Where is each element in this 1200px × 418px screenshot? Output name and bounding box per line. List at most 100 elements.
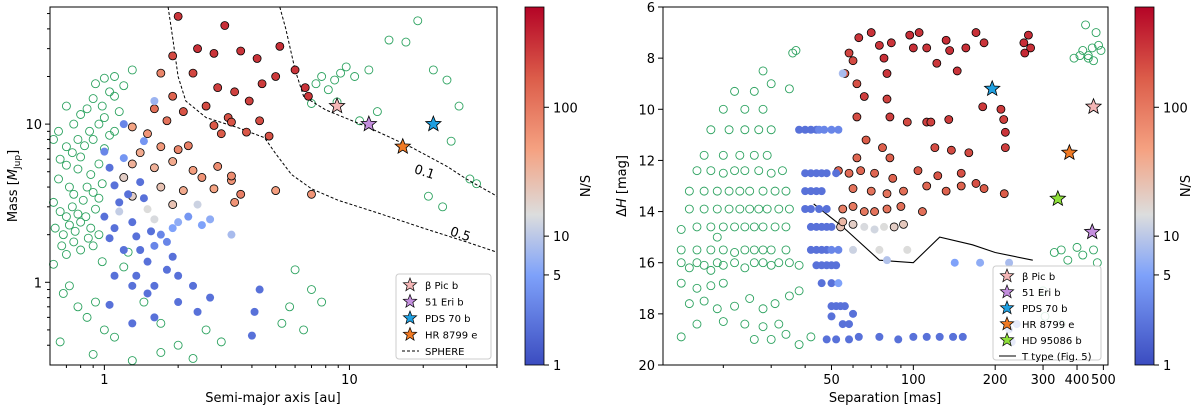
nondetection-point xyxy=(85,126,94,136)
detection-point xyxy=(914,28,924,37)
colorbar-tick-label: 1 xyxy=(1163,359,1171,374)
detection-point xyxy=(127,122,137,132)
nondetection-point xyxy=(55,154,65,164)
detection-point xyxy=(844,168,854,178)
nondetection-point xyxy=(794,340,804,349)
detection-point xyxy=(945,46,955,55)
detection-point xyxy=(859,207,869,216)
nondetection-point xyxy=(290,265,300,275)
nondetection-point xyxy=(156,318,166,328)
nondetection-point xyxy=(730,166,740,176)
nondetection-point xyxy=(718,278,728,288)
nondetection-point xyxy=(50,223,60,233)
nondetection-point xyxy=(781,245,791,255)
detection-point xyxy=(815,205,824,214)
plot-frame xyxy=(49,6,498,366)
detection-point xyxy=(961,43,971,53)
nondetection-point xyxy=(97,179,107,189)
detection-point xyxy=(136,178,145,187)
detection-point xyxy=(999,115,1009,124)
detection-point xyxy=(852,79,862,89)
nondetection-point xyxy=(1078,250,1088,260)
detection-point xyxy=(110,271,119,280)
detection-point xyxy=(801,187,810,196)
detection-point xyxy=(822,169,831,178)
nondetection-point xyxy=(724,186,734,196)
nondetection-point xyxy=(1069,53,1079,63)
detection-point xyxy=(979,38,989,48)
nondetection-point xyxy=(770,186,780,196)
detection-point xyxy=(156,230,165,239)
nondetection-point xyxy=(699,260,709,270)
legend-label: PDS 70 b xyxy=(1022,304,1068,315)
planet-star-marker xyxy=(360,115,378,132)
detection-point xyxy=(1000,127,1010,137)
detection-point xyxy=(115,198,124,207)
nondetection-point xyxy=(749,258,759,268)
nondetection-point xyxy=(794,260,804,270)
detection-point xyxy=(971,179,981,188)
detection-point xyxy=(902,117,912,127)
detection-point xyxy=(854,33,864,43)
x-tick-label: 10 xyxy=(341,373,358,388)
planet-star-marker xyxy=(394,137,412,155)
nondetection-point xyxy=(49,197,58,207)
sphere-contour-line xyxy=(279,6,498,197)
detection-point xyxy=(132,232,141,241)
detection-points xyxy=(100,11,316,340)
nondetection-point xyxy=(781,222,791,232)
detection-point xyxy=(832,261,841,270)
detection-point xyxy=(848,56,858,66)
detection-point xyxy=(956,168,966,178)
detection-point xyxy=(979,184,989,193)
nondetection-point xyxy=(401,37,411,47)
legend-label: PDS 70 b xyxy=(425,314,471,325)
nondetection-point xyxy=(740,222,750,232)
nondetection-point xyxy=(119,81,129,91)
detection-point xyxy=(827,245,836,254)
detection-point xyxy=(834,245,843,254)
nondetection-point xyxy=(94,193,104,203)
detection-point xyxy=(110,224,119,233)
nondetection-point xyxy=(774,204,784,214)
detection-point xyxy=(950,258,959,267)
nondetection-point xyxy=(730,258,740,268)
nondetection-point xyxy=(114,107,124,117)
nondetection-point xyxy=(766,79,776,89)
nondetection-point xyxy=(110,91,119,101)
detection-point xyxy=(193,44,202,54)
mass-vs-semimajor-axis-chart: 0.5 0.1 1 10 1 10 Semi-major axis [au] Mass … xyxy=(6,6,594,406)
y-tick-label: 10 xyxy=(25,118,42,133)
detection-point xyxy=(230,87,240,97)
nondetection-point xyxy=(1089,245,1098,255)
detection-point xyxy=(150,215,159,224)
detection-point xyxy=(150,241,159,250)
detection-point xyxy=(913,166,923,176)
nondetection-point xyxy=(1072,242,1082,252)
detection-point xyxy=(860,222,869,231)
nondetection-point xyxy=(706,125,716,135)
legend-star-marker xyxy=(999,316,1015,331)
detection-point xyxy=(188,68,198,78)
colorbar: N/S 1 5 10 100 xyxy=(1134,6,1194,374)
nondetection-point xyxy=(784,84,794,94)
nondetection-point xyxy=(1081,20,1091,30)
nondetection-point xyxy=(684,204,694,214)
detection-point xyxy=(162,237,171,246)
detection-point xyxy=(806,169,815,178)
nondetection-point xyxy=(73,209,83,219)
nondetection-point xyxy=(110,72,119,81)
nondetection-point xyxy=(699,204,709,214)
nondetection-point xyxy=(64,220,74,230)
detection-point xyxy=(888,173,898,183)
legend: β Pic b 51 Eri b PDS 70 b HR 8799 e SPHERE xyxy=(395,273,492,360)
detection-point xyxy=(801,125,810,134)
nondetection-point xyxy=(692,222,702,232)
nondetection-point xyxy=(758,304,768,314)
detection-point xyxy=(894,335,903,344)
x-tick-label: 300 xyxy=(1031,373,1056,388)
detection-point xyxy=(174,298,183,307)
nondetection-point xyxy=(323,85,333,95)
nondetection-point xyxy=(127,356,137,366)
detection-point xyxy=(255,285,264,294)
